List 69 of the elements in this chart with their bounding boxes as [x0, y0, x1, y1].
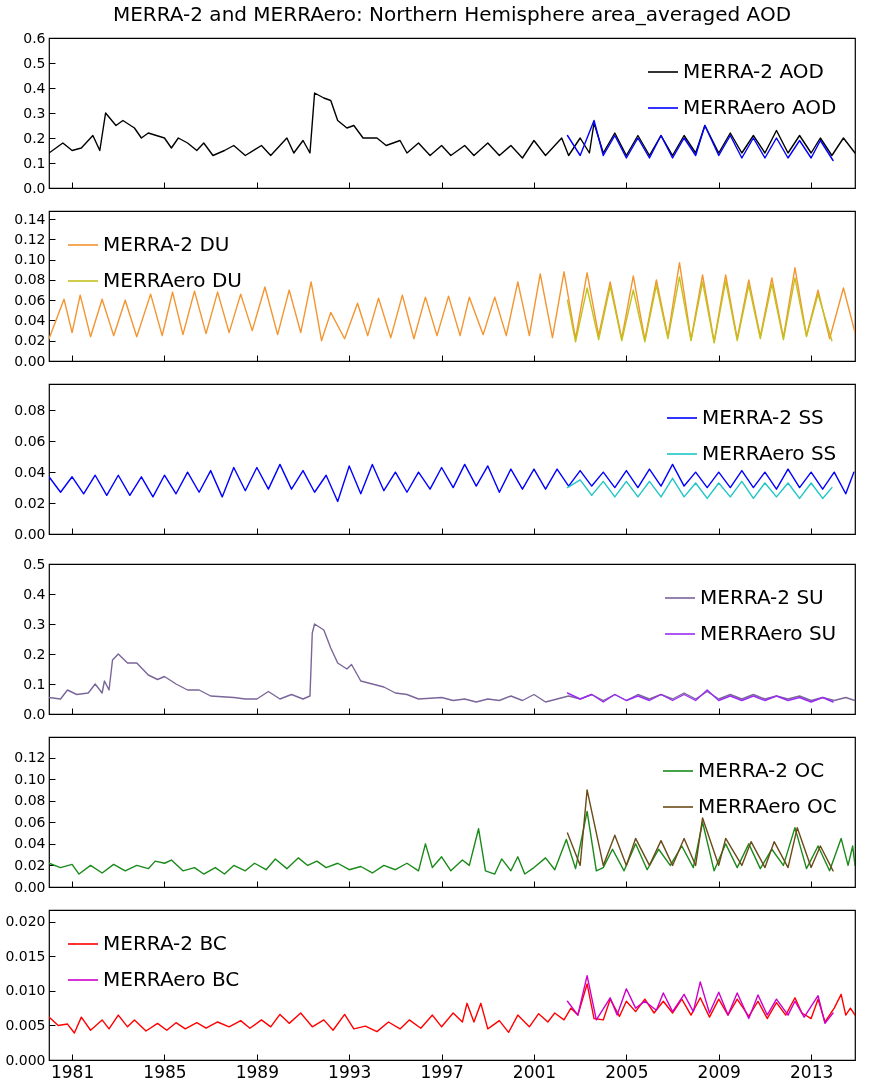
y-tick-label: 0.08 — [14, 401, 46, 418]
y-tick-label: 0.0 — [23, 179, 46, 196]
y-tick-label: 0.4 — [23, 79, 46, 96]
legend-label: MERRA-2 AOD — [683, 59, 824, 83]
legend-label: MERRA-2 SU — [700, 585, 824, 609]
y-tick-label: 0.10 — [14, 770, 46, 787]
x-tick-label: 2009 — [697, 1061, 741, 1082]
y-tick-label: 0.02 — [14, 494, 46, 511]
y-tick-label: 0.08 — [14, 271, 46, 288]
x-tick-label: 2001 — [512, 1061, 557, 1082]
x-tick-label: 1997 — [420, 1061, 464, 1082]
y-tick-label: 0.14 — [14, 210, 46, 227]
line-series — [566, 276, 833, 344]
y-tick-label: 0.0 — [23, 705, 46, 722]
y-tick-label: 0.6 — [23, 29, 46, 46]
x-tick-label: 1981 — [50, 1061, 95, 1082]
line-series — [566, 789, 834, 872]
y-tick-label: 0.06 — [14, 432, 46, 449]
y-tick-label: 0.06 — [14, 291, 46, 308]
y-tick-label: 0.015 — [5, 947, 46, 964]
legend-label: MERRAero BC — [103, 967, 240, 991]
y-tick-label: 0.2 — [23, 129, 46, 146]
y-tick-label: 0.04 — [14, 311, 46, 328]
x-tick-label: 1989 — [235, 1061, 279, 1082]
y-tick-label: 0.000 — [5, 1051, 46, 1068]
y-tick-label: 0.5 — [23, 555, 46, 572]
legend-label: MERRAero SU — [700, 621, 837, 645]
y-tick-label: 0.10 — [14, 251, 46, 268]
x-tick-label: 1985 — [143, 1061, 187, 1082]
y-tick-label: 0.5 — [23, 54, 46, 71]
y-tick-label: 0.4 — [23, 585, 46, 602]
y-tick-label: 0.005 — [5, 1016, 46, 1033]
legend-label: MERRA-2 SS — [702, 405, 824, 429]
legend-label: MERRAero DU — [103, 268, 242, 292]
y-tick-label: 0.00 — [14, 525, 46, 542]
y-tick-label: 0.02 — [14, 332, 46, 349]
y-tick-label: 0.06 — [14, 813, 46, 830]
y-tick-label: 0.12 — [14, 749, 46, 765]
legend-label: MERRAero SS — [702, 441, 837, 465]
y-tick-label: 0.04 — [14, 463, 46, 480]
y-tick-label: 0.1 — [23, 154, 46, 171]
y-tick-label: 0.1 — [23, 675, 46, 692]
legend-label: MERRA-2 DU — [103, 232, 230, 256]
x-tick-label: 1993 — [328, 1061, 372, 1082]
line-series — [49, 463, 855, 503]
y-tick-label: 0.3 — [23, 615, 46, 632]
line-series — [566, 974, 834, 1025]
y-tick-label: 0.00 — [14, 352, 46, 369]
y-tick-label: 0.00 — [14, 878, 46, 895]
y-tick-label: 0.020 — [5, 913, 46, 930]
y-tick-label: 0.2 — [23, 645, 46, 662]
x-tick-label: 2005 — [605, 1061, 649, 1082]
legend-label: MERRA-2 OC — [698, 758, 825, 782]
y-tick-label: 0.08 — [14, 792, 46, 809]
legend-label: MERRAero OC — [698, 794, 837, 818]
y-tick-label: 0.010 — [5, 982, 46, 999]
y-tick-label: 0.3 — [23, 104, 46, 121]
y-tick-label: 0.12 — [14, 230, 46, 247]
legend-label: MERRA-2 BC — [103, 931, 227, 955]
line-series — [566, 689, 834, 703]
line-series — [49, 261, 855, 343]
y-tick-label: 0.02 — [14, 856, 46, 873]
line-series — [566, 119, 834, 162]
y-tick-label: 0.04 — [14, 835, 46, 852]
line-series — [566, 477, 833, 500]
line-series — [49, 623, 855, 703]
x-tick-label: 2013 — [789, 1061, 834, 1082]
legend-label: MERRAero AOD — [683, 95, 837, 119]
chart-title: MERRA-2 and MERRAero: Northern Hemisphere area_averaged AOD — [112, 2, 792, 26]
